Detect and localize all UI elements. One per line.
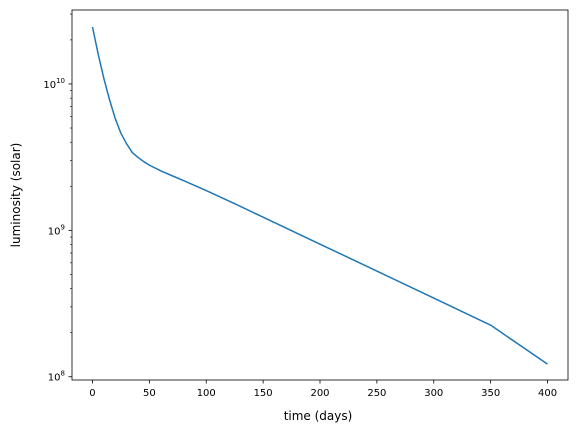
x-tick-label: 150 — [254, 388, 273, 399]
y-tick-label: 109 — [48, 223, 65, 237]
series-line-0 — [91, 26, 548, 365]
axes: 0 50 100 150 200 250 300 350 400 108 109 1010 — [43, 9, 569, 399]
x-tick-label: 200 — [310, 388, 329, 399]
x-tick-label: 100 — [197, 388, 216, 399]
y-tick-label: 1010 — [43, 77, 65, 91]
x-axis-label: time (days) — [284, 409, 353, 423]
y-tick-label: 108 — [48, 370, 65, 384]
x-tick-label: 300 — [424, 388, 443, 399]
x-tick-label: 250 — [367, 388, 386, 399]
plot-area — [91, 26, 548, 365]
y-axis-label: luminosity (solar) — [9, 143, 23, 248]
x-tick-label: 0 — [89, 388, 95, 399]
x-tick-label: 50 — [143, 388, 156, 399]
x-tick-label: 400 — [538, 388, 557, 399]
x-tick-label: 350 — [481, 388, 500, 399]
